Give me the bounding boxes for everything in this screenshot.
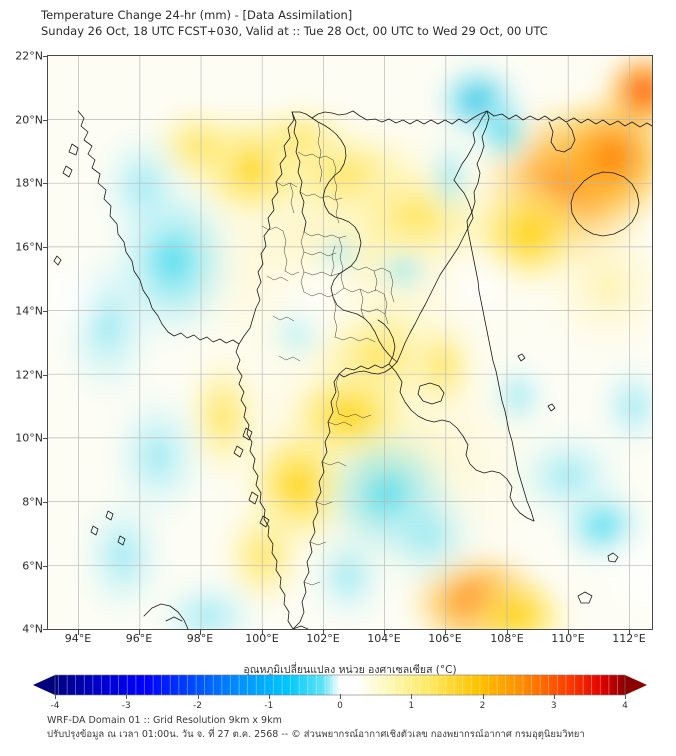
y-tick-label: 10°N — [15, 431, 43, 445]
colorbar-title: อุณหภูมิเปลี่ยนแปลง หน่วย องศาเซลเซียส (… — [243, 664, 457, 676]
y-tick-label: 22°N — [15, 49, 43, 63]
y-tick-label: 18°N — [15, 176, 43, 190]
x-tick-label: 106°E — [428, 632, 462, 645]
temperature-anomaly-map — [48, 56, 652, 629]
colorbar[interactable] — [33, 674, 647, 696]
colorbar-tick-label: 2 — [479, 701, 486, 711]
y-tick-label: 20°N — [15, 113, 43, 127]
footer-domain-info: WRF-DA Domain 01 :: Grid Resolution 9km … — [47, 715, 282, 726]
colorbar-gradient — [33, 674, 647, 696]
footer-block: WRF-DA Domain 01 :: Grid Resolution 9km … — [47, 714, 667, 742]
y-tick-label: 14°N — [15, 304, 43, 318]
map-plot-area[interactable] — [47, 55, 653, 630]
anomaly-field — [48, 56, 652, 629]
y-tick-label: 4°N — [22, 622, 43, 636]
colorbar-tick-label: 0 — [337, 701, 343, 711]
coastlines-and-borders — [53, 110, 652, 629]
colorbar-ticks: -4 -3 -2 -1 0 1 2 3 4 — [33, 694, 647, 711]
x-tick-label: 104°E — [367, 632, 401, 645]
colorbar-tick-label: 1 — [408, 701, 415, 711]
page-title: Temperature Change 24-hr (mm) - [Data As… — [41, 8, 353, 22]
x-axis-labels: 94°E 96°E 98°E 100°E 102°E 104°E 106°E 1… — [47, 632, 653, 650]
colorbar-tick-label: -2 — [193, 701, 202, 711]
colorbar-tick-label: 3 — [550, 701, 557, 711]
x-tick-label: 100°E — [245, 632, 279, 645]
colorbar-tick-label: -4 — [50, 701, 60, 711]
y-tick-label: 16°N — [15, 240, 43, 254]
colorbar-low-arrow — [33, 675, 55, 695]
colorbar-high-arrow — [625, 675, 647, 695]
y-tick-label: 8°N — [22, 495, 43, 509]
x-tick-label: 94°E — [64, 632, 92, 645]
colorbar-tick-label: -3 — [121, 701, 131, 711]
colorbar-tick-label: 4 — [622, 701, 628, 711]
y-axis-labels: 22°N 20°N 18°N 16°N 14°N 12°N 10°N 8°N 6… — [0, 50, 43, 636]
colorbar-tick-label: -1 — [264, 701, 274, 711]
page-subtitle: Sunday 26 Oct, 18 UTC FCST+030, Valid at… — [41, 23, 548, 38]
map-gridlines — [48, 56, 652, 629]
y-tick-label: 6°N — [22, 559, 43, 573]
x-tick-label: 102°E — [306, 632, 340, 645]
x-tick-label: 96°E — [125, 632, 153, 645]
x-tick-label: 110°E — [551, 632, 585, 645]
footer-credit: ปรับปรุงข้อมูล ณ เวลา 01:00น. วัน จ. ที่… — [47, 729, 585, 740]
x-tick-label: 112°E — [612, 632, 646, 645]
x-tick-label: 108°E — [490, 632, 524, 645]
title-block: Temperature Change 24-hr (mm) - [Data As… — [41, 8, 661, 39]
y-tick-label: 12°N — [15, 368, 43, 381]
x-tick-label: 98°E — [186, 632, 214, 645]
